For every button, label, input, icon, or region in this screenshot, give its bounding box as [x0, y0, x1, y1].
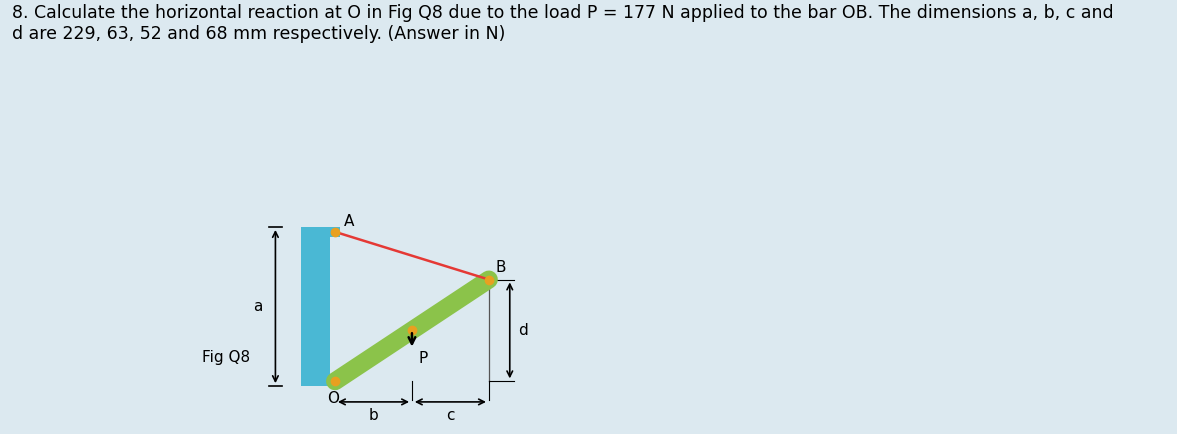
Text: a: a	[253, 299, 262, 314]
Text: O: O	[327, 391, 339, 406]
Bar	[330, 376, 340, 386]
Text: d: d	[518, 323, 528, 338]
Text: A: A	[344, 214, 354, 229]
Text: 8. Calculate the horizontal reaction at O in Fig Q8 due to the load P = 177 N ap: 8. Calculate the horizontal reaction at …	[12, 4, 1113, 43]
Bar	[300, 227, 330, 386]
Text: P: P	[418, 351, 427, 366]
Bar	[330, 227, 340, 237]
Text: c: c	[446, 408, 454, 423]
Text: B: B	[496, 260, 506, 275]
Text: b: b	[368, 408, 378, 423]
Text: Fig Q8: Fig Q8	[202, 350, 251, 365]
